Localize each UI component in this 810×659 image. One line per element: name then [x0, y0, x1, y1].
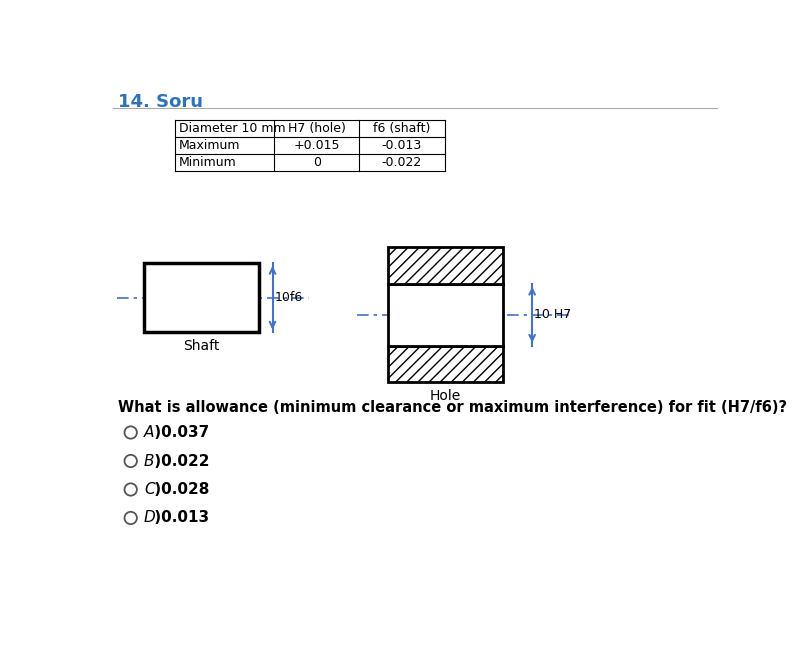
Text: Minimum: Minimum: [179, 156, 237, 169]
Text: H7 (hole): H7 (hole): [288, 122, 346, 135]
Text: Shaft: Shaft: [183, 339, 220, 353]
Bar: [388, 247, 503, 284]
Text: What is allowance (minimum clearance or maximum interference) for fit (H7/f6)?: What is allowance (minimum clearance or …: [118, 400, 787, 415]
Text: Maximum: Maximum: [179, 139, 241, 152]
Text: Hole: Hole: [430, 389, 461, 403]
Text: -0.022: -0.022: [382, 156, 422, 169]
Text: +0.015: +0.015: [293, 139, 340, 152]
Bar: [388, 345, 503, 382]
Text: C: C: [144, 482, 155, 497]
Text: B: B: [144, 453, 155, 469]
Text: 0: 0: [313, 156, 321, 169]
Text: A: A: [144, 425, 154, 440]
Bar: [144, 263, 258, 332]
Text: 14. Soru: 14. Soru: [118, 93, 203, 111]
Text: 10 H7: 10 H7: [535, 308, 572, 321]
Text: )0.028: )0.028: [149, 482, 210, 497]
Text: )0.013: )0.013: [149, 511, 210, 525]
Bar: [388, 284, 503, 345]
Text: Diameter 10 mm: Diameter 10 mm: [179, 122, 285, 135]
Text: f6 (shaft): f6 (shaft): [373, 122, 431, 135]
Text: -0.013: -0.013: [382, 139, 422, 152]
Text: D: D: [144, 511, 156, 525]
Text: )0.022: )0.022: [149, 453, 210, 469]
Text: 10f6: 10f6: [275, 291, 303, 304]
Text: )0.037: )0.037: [149, 425, 210, 440]
